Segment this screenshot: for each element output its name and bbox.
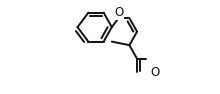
Text: O: O <box>150 66 160 79</box>
Text: O: O <box>114 6 123 19</box>
